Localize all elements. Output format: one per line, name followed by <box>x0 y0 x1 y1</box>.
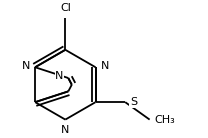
Text: N: N <box>55 71 63 81</box>
Text: N: N <box>22 61 30 71</box>
Text: S: S <box>130 97 137 107</box>
Text: N: N <box>100 61 109 71</box>
Text: N: N <box>61 125 69 135</box>
Text: CH₃: CH₃ <box>155 115 175 125</box>
Text: Cl: Cl <box>60 3 71 13</box>
